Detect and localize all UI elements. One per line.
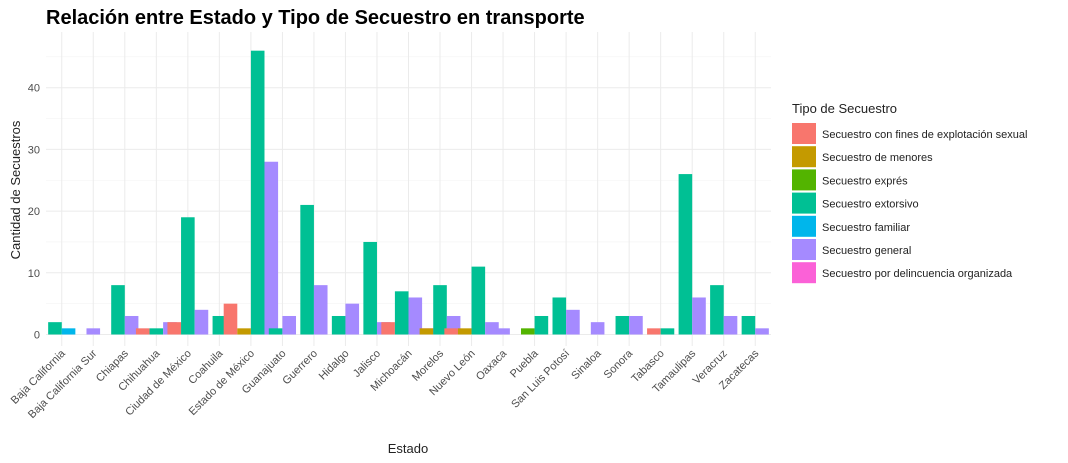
legend-swatch-secuestro-general <box>792 239 816 260</box>
bars-layer <box>48 50 769 335</box>
bar-coahuila-secuestro-extorsivo <box>212 315 227 335</box>
bar-zacatecas-secuestro-general <box>755 328 769 335</box>
bar-tamaulipas-secuestro-extorsivo <box>678 174 693 335</box>
bar-sonora-secuestro-general <box>629 315 643 335</box>
legend-swatch-secuestro-de-menores <box>792 146 816 168</box>
bar-ciudad-de-mexico-secuestro-extorsivo <box>181 217 195 335</box>
x-tick-label: San Luis Potosí <box>509 348 572 411</box>
y-tick-label: 40 <box>28 83 40 95</box>
bar-baja-california-sur-secuestro-general <box>86 328 101 335</box>
bar-baja-california-secuestro-extorsivo <box>48 322 62 335</box>
bar-tabasco-secuestro-con-fines-de-explotacion-sexual <box>647 328 661 335</box>
x-tick-label: Hidalgo <box>317 348 352 383</box>
legend-label-secuestro-familiar: Secuestro familiar <box>822 222 910 234</box>
legend-label-secuestro-por-delincuencia-organizada: Secuestro por delincuencia organizada <box>822 268 1013 280</box>
bar-estado-de-mexico-secuestro-de-menores <box>237 328 251 335</box>
bar-veracruz-secuestro-extorsivo <box>710 285 724 335</box>
legend-title: Tipo de Secuestro <box>792 101 897 116</box>
bar-oaxaca-secuestro-general <box>496 328 510 335</box>
legend-swatch-secuestro-extorsivo <box>792 192 816 214</box>
legend-label-secuestro-general: Secuestro general <box>822 245 911 257</box>
bar-puebla-secuestro-expres <box>520 328 535 335</box>
chart-title: Relación entre Estado y Tipo de Secuestr… <box>46 7 585 29</box>
legend-label-secuestro-de-menores: Secuestro de menores <box>822 152 933 164</box>
x-tick-label: Guerrero <box>280 348 320 388</box>
bar-ciudad-de-mexico-secuestro-general <box>194 309 209 335</box>
legend-swatch-secuestro-con-fines-de-explotacion-sexual <box>792 123 816 144</box>
bar-estado-de-mexico-secuestro-extorsivo <box>250 50 265 335</box>
bar-nuevo-leon-secuestro-general <box>485 322 499 335</box>
bar-guanajuato-secuestro-extorsivo <box>268 328 283 335</box>
bar-morelos-secuestro-extorsivo <box>433 285 447 335</box>
bar-sonora-secuestro-extorsivo <box>615 315 630 335</box>
legend-label-secuestro-expres: Secuestro exprés <box>822 175 908 187</box>
legend-swatch-secuestro-familiar <box>792 215 816 237</box>
bar-baja-california-secuestro-familiar <box>61 328 76 335</box>
bar-nuevo-leon-secuestro-con-fines-de-explotacion-sexual <box>444 328 458 335</box>
bar-michoacan-secuestro-general <box>408 297 423 335</box>
y-tick-label: 30 <box>28 144 40 156</box>
x-axis-title: Estado <box>388 441 428 456</box>
bar-guerrero-secuestro-general <box>313 285 328 335</box>
bar-guanajuato-secuestro-general <box>282 315 297 335</box>
legend-swatch-secuestro-expres <box>792 169 816 191</box>
bar-chiapas-secuestro-general <box>124 315 139 335</box>
bar-hidalgo-secuestro-general <box>345 303 360 335</box>
y-axis-title: Cantidad de Secuestros <box>8 120 23 259</box>
bar-estado-de-mexico-secuestro-general <box>264 161 279 335</box>
bar-tamaulipas-secuestro-general <box>692 297 706 335</box>
x-tick-label: Oaxaca <box>474 347 510 383</box>
legend-label-secuestro-con-fines-de-explotacion-sexual: Secuestro con fines de explotación sexua… <box>822 129 1027 141</box>
bar-sinaloa-secuestro-general <box>590 322 605 335</box>
y-axis-ticks: 0 10 20 30 40 <box>28 83 40 342</box>
y-tick-label: 20 <box>28 206 40 218</box>
bar-veracruz-secuestro-general <box>723 315 738 335</box>
bar-michoacan-secuestro-con-fines-de-explotacion-sexual <box>381 322 395 335</box>
bar-tabasco-secuestro-extorsivo <box>660 328 675 335</box>
bar-hidalgo-secuestro-extorsivo <box>331 315 346 335</box>
bar-chihuahua-secuestro-extorsivo <box>149 328 164 335</box>
bar-zacatecas-secuestro-extorsivo <box>741 315 756 335</box>
bar-estado-de-mexico-secuestro-con-fines-de-explotacion-sexual <box>223 303 238 335</box>
bar-chihuahua-secuestro-con-fines-de-explotacion-sexual <box>135 328 150 335</box>
bar-michoacan-secuestro-extorsivo <box>394 291 409 335</box>
bar-jalisco-secuestro-extorsivo <box>363 241 377 335</box>
legend-label-secuestro-extorsivo: Secuestro extorsivo <box>822 199 919 211</box>
bar-ciudad-de-mexico-secuestro-con-fines-de-explotacion-sexual <box>167 322 182 335</box>
x-tick-label: Baja California <box>9 347 69 407</box>
x-tick-label: Sinaloa <box>569 347 604 382</box>
bar-san-luis-potosi-secuestro-extorsivo <box>552 297 567 335</box>
bar-morelos-secuestro-de-menores <box>419 328 434 335</box>
y-tick-label: 10 <box>28 268 40 280</box>
bar-chiapas-secuestro-extorsivo <box>111 285 125 335</box>
bar-nuevo-leon-secuestro-extorsivo <box>471 266 486 335</box>
bar-san-luis-potosi-secuestro-general <box>566 309 580 335</box>
y-tick-label: 0 <box>34 330 40 342</box>
legend-swatch-secuestro-por-delincuencia-organizada <box>792 262 816 284</box>
bar-guerrero-secuestro-extorsivo <box>300 204 314 335</box>
bar-nuevo-leon-secuestro-de-menores <box>457 328 472 335</box>
bar-puebla-secuestro-extorsivo <box>534 315 549 335</box>
legend: Tipo de Secuestro Secuestro con fines de… <box>792 101 1027 284</box>
